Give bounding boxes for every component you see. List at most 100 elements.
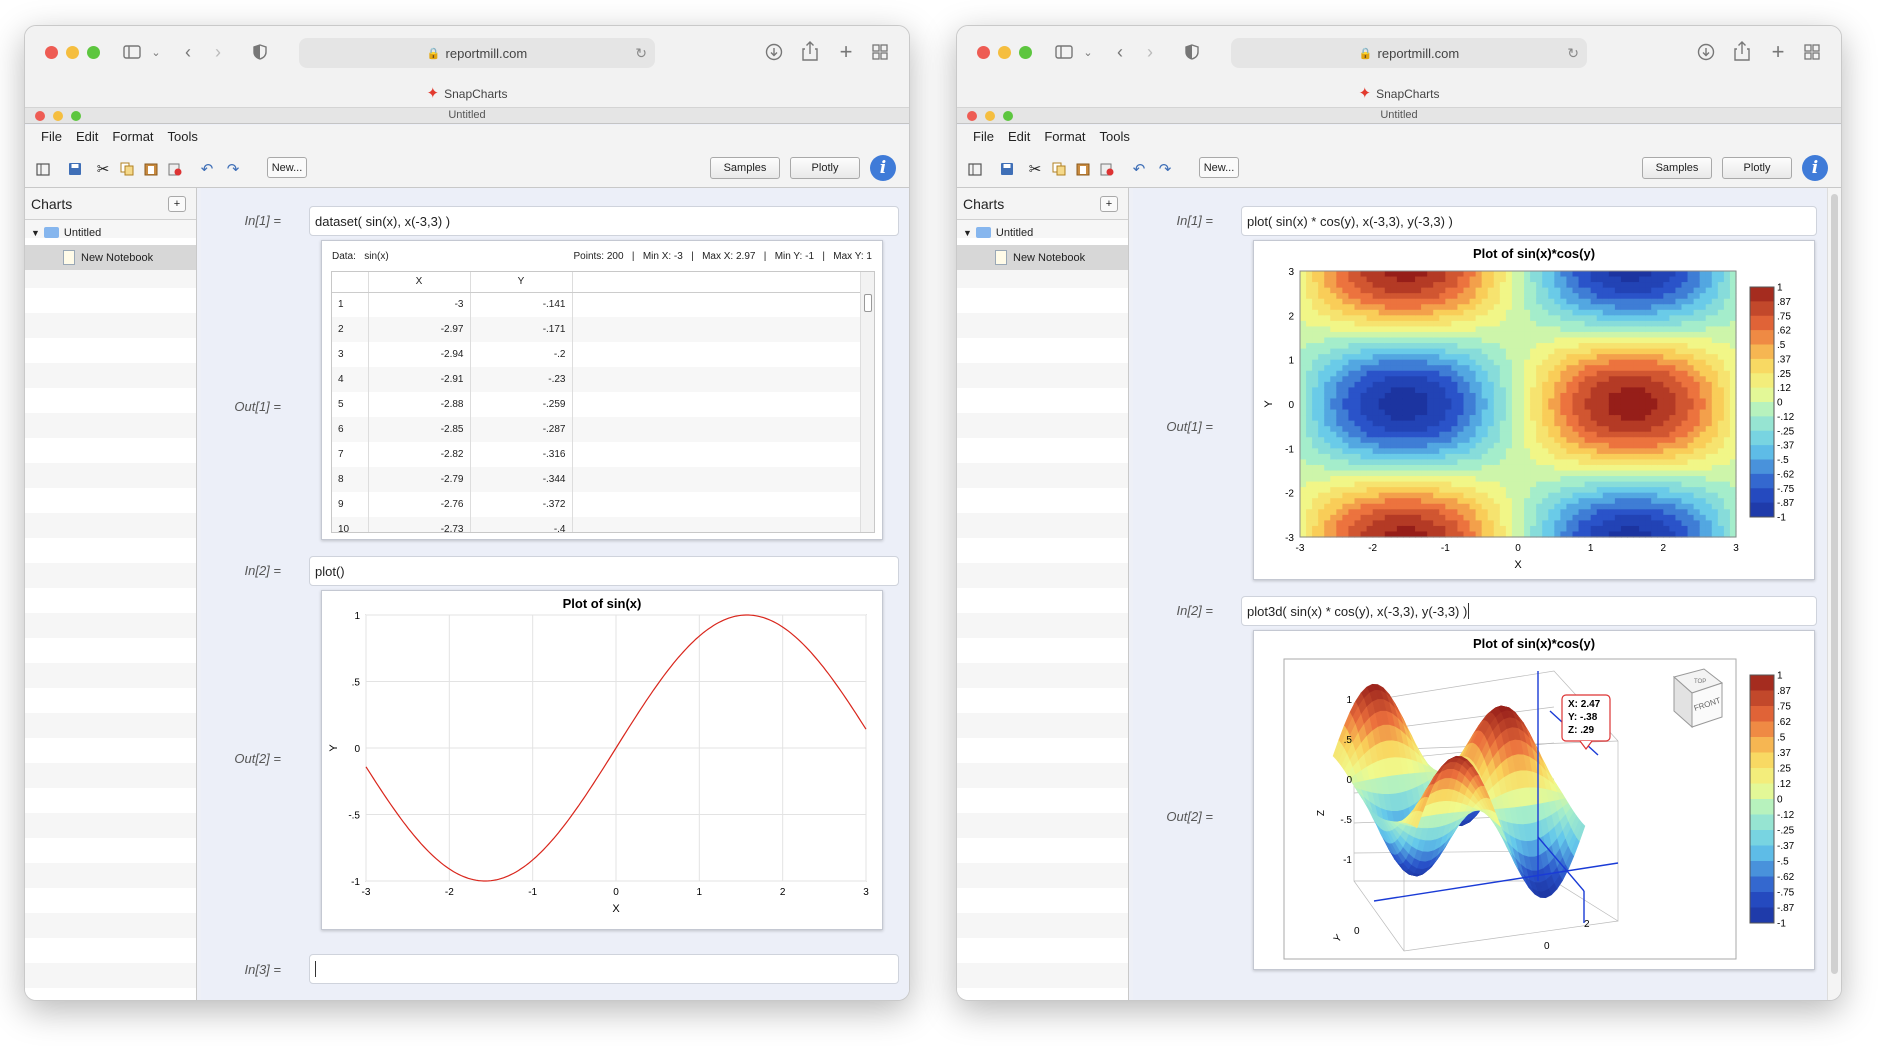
- menu-file[interactable]: File: [41, 128, 62, 144]
- back-icon[interactable]: ‹: [185, 41, 191, 62]
- menu-format[interactable]: Format: [1044, 128, 1086, 144]
- app-maximize-button[interactable]: [71, 111, 81, 121]
- cut-icon[interactable]: ✂: [1028, 161, 1042, 178]
- reload-icon[interactable]: ↻: [635, 44, 647, 61]
- app-close-button[interactable]: [967, 111, 977, 121]
- table-row[interactable]: 8 -2.79 -.344: [332, 467, 862, 492]
- disclosure-triangle-icon[interactable]: ▼: [31, 227, 40, 238]
- close-window-button[interactable]: [45, 46, 58, 59]
- reload-icon[interactable]: ↻: [1567, 44, 1579, 61]
- tree-item-new-notebook[interactable]: New Notebook: [25, 245, 196, 270]
- chevron-down-icon[interactable]: ⌄: [151, 46, 161, 59]
- samples-button[interactable]: Samples: [1642, 157, 1712, 179]
- delete-icon[interactable]: [1097, 159, 1117, 179]
- table-row[interactable]: 10 -2.73 -.4: [332, 517, 862, 532]
- table-row[interactable]: 3 -2.94 -.2: [332, 342, 862, 367]
- heatmap-cell: [1306, 282, 1313, 289]
- tabs-grid-icon[interactable]: [1799, 39, 1825, 65]
- shield-icon[interactable]: [247, 39, 273, 65]
- back-icon[interactable]: ‹: [1117, 41, 1123, 62]
- info-icon[interactable]: i: [1802, 155, 1828, 181]
- share-icon[interactable]: [797, 38, 823, 64]
- forward-icon[interactable]: ›: [215, 41, 221, 62]
- tree-folder-untitled[interactable]: ▼ Untitled: [25, 220, 196, 245]
- new-button[interactable]: New...: [267, 157, 307, 178]
- table-row[interactable]: 5 -2.88 -.259: [332, 392, 862, 417]
- menu-tools[interactable]: Tools: [1099, 128, 1130, 144]
- undo-icon[interactable]: ↶: [200, 161, 214, 178]
- new-tab-icon[interactable]: +: [839, 39, 853, 64]
- paste-icon[interactable]: [1073, 159, 1093, 179]
- tree-item-new-notebook[interactable]: New Notebook: [957, 245, 1128, 270]
- toggle-sidebar-icon[interactable]: [965, 159, 985, 179]
- paste-icon[interactable]: [141, 159, 161, 179]
- cut-icon[interactable]: ✂: [96, 161, 110, 178]
- cell-input[interactable]: plot(): [309, 556, 899, 586]
- app-maximize-button[interactable]: [1003, 111, 1013, 121]
- sin-line-chart[interactable]: Plot of sin(x)-3 -2 -1 0 1 2 31.50-.5-1XY: [322, 591, 882, 929]
- redo-icon[interactable]: ↷: [1158, 161, 1172, 178]
- undo-icon[interactable]: ↶: [1132, 161, 1146, 178]
- add-chart-button[interactable]: +: [1100, 196, 1118, 212]
- maximize-window-button[interactable]: [1019, 46, 1032, 59]
- app-minimize-button[interactable]: [985, 111, 995, 121]
- copy-icon[interactable]: [117, 159, 137, 179]
- menu-file[interactable]: File: [973, 128, 994, 144]
- redo-icon[interactable]: ↷: [226, 161, 240, 178]
- download-icon[interactable]: [761, 39, 787, 65]
- share-icon[interactable]: [1729, 38, 1755, 64]
- tree-folder-untitled[interactable]: ▼ Untitled: [957, 220, 1128, 245]
- table-row[interactable]: 7 -2.82 -.316: [332, 442, 862, 467]
- save-icon[interactable]: [65, 159, 85, 179]
- app-close-button[interactable]: [35, 111, 45, 121]
- tab-title[interactable]: ✦ SnapCharts: [25, 84, 909, 102]
- minimize-window-button[interactable]: [66, 46, 79, 59]
- add-chart-button[interactable]: +: [168, 196, 186, 212]
- heatmap-cell: [1409, 531, 1416, 538]
- new-button[interactable]: New...: [1199, 157, 1239, 178]
- close-window-button[interactable]: [977, 46, 990, 59]
- plotly-button[interactable]: Plotly: [790, 157, 860, 179]
- table-row[interactable]: 4 -2.91 -.23: [332, 367, 862, 392]
- samples-button[interactable]: Samples: [710, 157, 780, 179]
- save-icon[interactable]: [997, 159, 1017, 179]
- table-row[interactable]: 1 -3 -.141: [332, 292, 862, 317]
- contour-chart[interactable]: Plot of sin(x)*cos(y)-3 -2 -1 0 1 2 33210-1-2-…: [1254, 241, 1814, 579]
- menu-edit[interactable]: Edit: [75, 128, 99, 144]
- maximize-window-button[interactable]: [87, 46, 100, 59]
- toggle-sidebar-icon[interactable]: [33, 159, 53, 179]
- delete-icon[interactable]: [165, 159, 185, 179]
- table-row[interactable]: 2 -2.97 -.171: [332, 317, 862, 342]
- chevron-down-icon[interactable]: ⌄: [1083, 46, 1093, 59]
- app-minimize-button[interactable]: [53, 111, 63, 121]
- cell-input[interactable]: plot( sin(x) * cos(y), x(-3,3), y(-3,3) …: [1241, 206, 1817, 236]
- table-row[interactable]: 9 -2.76 -.372: [332, 492, 862, 517]
- forward-icon[interactable]: ›: [1147, 41, 1153, 62]
- cell-input[interactable]: dataset( sin(x), x(-3,3) ): [309, 206, 899, 236]
- address-bar[interactable]: 🔒 reportmill.com ↻: [1231, 38, 1587, 68]
- shield-icon[interactable]: [1179, 39, 1205, 65]
- notebook-scrollbar[interactable]: [1827, 188, 1841, 1000]
- menu-tools[interactable]: Tools: [167, 128, 198, 144]
- minimize-window-button[interactable]: [998, 46, 1011, 59]
- address-bar[interactable]: 🔒 reportmill.com ↻: [299, 38, 655, 68]
- table-row[interactable]: 6 -2.85 -.287: [332, 417, 862, 442]
- tab-title[interactable]: ✦ SnapCharts: [957, 84, 1841, 102]
- plotly-button[interactable]: Plotly: [1722, 157, 1792, 179]
- cell-input[interactable]: plot3d( sin(x) * cos(y), x(-3,3), y(-3,3…: [1241, 596, 1817, 626]
- heatmap-cell: [1354, 509, 1362, 516]
- menu-format[interactable]: Format: [112, 128, 154, 144]
- copy-icon[interactable]: [1049, 159, 1069, 179]
- new-tab-icon[interactable]: +: [1771, 39, 1785, 64]
- info-icon[interactable]: i: [870, 155, 896, 181]
- menu-edit[interactable]: Edit: [1007, 128, 1031, 144]
- sidebar-icon[interactable]: [119, 39, 145, 65]
- heatmap-cell: [1451, 415, 1459, 422]
- sidebar-icon[interactable]: [1051, 39, 1077, 65]
- table-scrollbar[interactable]: [860, 272, 874, 532]
- disclosure-triangle-icon[interactable]: ▼: [963, 227, 972, 238]
- cell-input-empty[interactable]: [309, 954, 899, 984]
- download-icon[interactable]: [1693, 39, 1719, 65]
- tabs-grid-icon[interactable]: [867, 39, 893, 65]
